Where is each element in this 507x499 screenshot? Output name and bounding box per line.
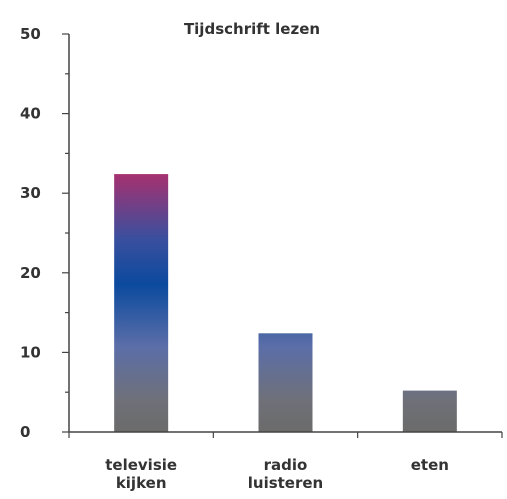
y-tick-label: 50: [20, 25, 41, 43]
y-tick-label: 30: [20, 184, 41, 202]
chart-title: Tijdschrift lezen: [184, 20, 320, 38]
category-label: radio: [264, 456, 308, 474]
axes-group: [62, 33, 503, 438]
category-label: televisie: [105, 456, 177, 474]
y-tick-label: 0: [20, 423, 30, 441]
category-label: luisteren: [248, 474, 323, 492]
bar-2: [402, 390, 457, 432]
y-tick-label: 20: [20, 264, 41, 282]
bar-1: [258, 333, 313, 432]
category-label: eten: [411, 456, 449, 474]
bar-0: [114, 174, 169, 432]
category-label: kijken: [116, 474, 167, 492]
y-tick-label: 10: [20, 343, 41, 361]
bars-group: [114, 174, 457, 432]
y-tick-label: 40: [20, 105, 41, 123]
y-tick-labels: 0 10 20 30 40 50: [20, 25, 41, 441]
